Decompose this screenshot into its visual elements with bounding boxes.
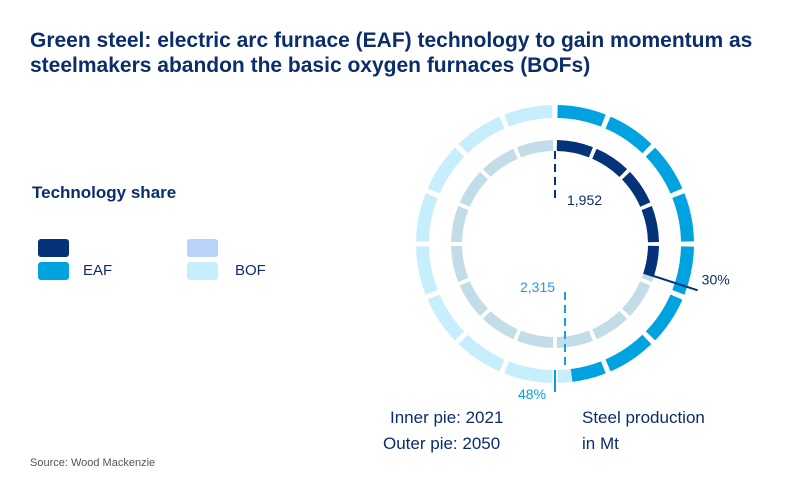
chart-title: Green steel: electric arc furnace (EAF) …: [30, 29, 753, 77]
slice-bof-segment: [451, 245, 469, 282]
slice-bof-segment: [451, 206, 469, 243]
slice-eaf-segment: [605, 334, 652, 372]
slice-bof-segment: [556, 330, 593, 348]
outer-share-label: 48%: [518, 386, 546, 402]
outer-total-label: 2,315: [520, 279, 555, 295]
slice-bof-segment: [517, 140, 554, 158]
legend-label-eaf: EAF: [83, 262, 113, 279]
slice-eaf-segment: [557, 105, 606, 127]
slice-bof-segment: [592, 311, 628, 340]
slice-bof-segment: [482, 148, 518, 177]
slice-bof-segment: [458, 334, 505, 372]
slice-eaf-segment: [556, 140, 593, 158]
legend-swatch-eaf-2021: [38, 239, 69, 257]
slice-bof-segment: [427, 147, 465, 194]
inner-pie-note: Inner pie: 2021: [390, 408, 504, 427]
slice-bof-segment: [517, 330, 554, 348]
slice-bof-segment: [416, 193, 438, 242]
inner-share-label: 30%: [702, 271, 730, 287]
slice-eaf-segment: [592, 148, 628, 177]
slice-bof-segment: [641, 272, 654, 282]
slice-eaf-segment: [641, 206, 659, 243]
slice-bof-segment: [427, 294, 465, 341]
slice-bof-segment: [504, 105, 553, 127]
slice-bof-segment: [459, 171, 488, 207]
slice-eaf-segment: [622, 171, 651, 207]
inner-total-label: 1,952: [567, 192, 602, 208]
inner-callout-line: [643, 271, 698, 292]
slice-bof-segment: [459, 281, 488, 317]
slice-eaf-segment: [645, 147, 683, 194]
unit-note-line2: in Mt: [582, 434, 619, 453]
legend-label-bof: BOF: [235, 262, 266, 279]
slice-bof-segment: [416, 246, 438, 295]
slice-eaf-segment: [605, 116, 652, 154]
slice-bof-segment: [557, 369, 573, 383]
legend-title: Technology share: [32, 183, 177, 202]
slice-eaf-segment: [643, 245, 659, 277]
source-note: Source: Wood Mackenzie: [30, 457, 156, 469]
slice-eaf-segment: [672, 193, 694, 242]
slice-eaf-segment: [645, 294, 683, 341]
outer-pie-note: Outer pie: 2050: [383, 434, 501, 453]
slice-bof-segment: [458, 116, 505, 154]
slice-bof-segment: [622, 281, 651, 317]
slice-eaf-segment: [570, 361, 606, 382]
legend-swatch-bof-2021: [187, 239, 218, 257]
slice-bof-segment: [482, 311, 518, 340]
unit-note-line1: Steel production: [582, 408, 705, 427]
legend-swatch-eaf: [38, 262, 69, 280]
slice-bof-segment: [504, 361, 553, 383]
slice-eaf-segment: [672, 246, 694, 295]
legend-swatch-bof: [187, 262, 218, 280]
